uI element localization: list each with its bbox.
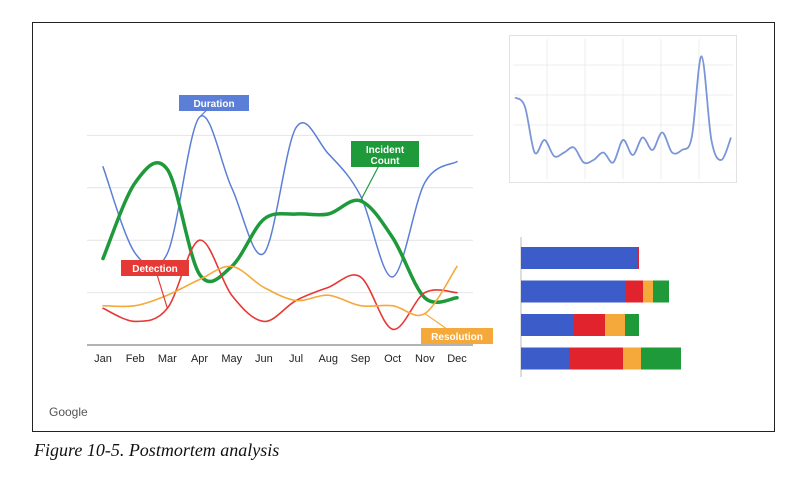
bar-segment-orange <box>623 347 641 370</box>
bar-segment-blue <box>521 347 569 370</box>
sparkline-line <box>514 55 732 165</box>
x-tick-label: Oct <box>384 353 401 365</box>
x-tick-label: Aug <box>318 353 338 365</box>
stacked-bar-chart <box>520 237 681 377</box>
figure-frame: Jan Feb Mar Apr May Jun Jul Aug Sep Oct Nov Dec Dura… <box>32 22 775 432</box>
x-tick-label: Sep <box>351 353 371 365</box>
resolution-callout-label: Resolution <box>431 332 483 343</box>
series-line <box>102 115 458 278</box>
x-tick-label: Feb <box>126 353 145 365</box>
duration-callout-label-bg <box>179 95 249 111</box>
detection-callout-label: Detection <box>132 264 178 275</box>
incident-count-callout-label-bg <box>351 141 419 167</box>
x-tick-label: Jan <box>94 353 112 365</box>
x-tick-label: Mar <box>158 353 177 365</box>
resolution-callout-label-bg <box>421 328 493 344</box>
x-tick-label: May <box>221 353 242 365</box>
bar-segment-green <box>641 347 681 370</box>
x-tick-label: Jul <box>289 353 303 365</box>
detection-callout-label-bg <box>121 260 189 276</box>
bar-segment-blue <box>521 314 573 336</box>
bar-segment-green <box>625 314 639 336</box>
x-tick-label: Jun <box>255 353 273 365</box>
incident-count-callout-label: Count <box>371 156 401 167</box>
bar-segment-green <box>653 280 669 303</box>
brand-label: Google <box>49 405 88 419</box>
series-line <box>101 161 459 304</box>
series-line <box>102 239 458 331</box>
bar-segment-orange <box>605 314 625 336</box>
bar-segment-blue <box>521 280 625 303</box>
bar-segment-red <box>573 314 605 336</box>
bar-segment-red <box>569 347 623 370</box>
series-line <box>102 265 458 317</box>
main-line-chart: Jan Feb Mar Apr May Jun Jul Aug Sep Oct Nov Dec Dura… <box>87 95 493 365</box>
bar-segment-red <box>625 280 643 303</box>
x-tick-label: Nov <box>415 353 435 365</box>
figure-caption: Figure 10-5. Postmortem analysis <box>34 440 280 460</box>
bar-segment-blue <box>521 247 637 269</box>
bar-segment-red <box>637 247 639 269</box>
duration-callout-label: Duration <box>193 99 234 110</box>
bar-segment-orange <box>643 280 653 303</box>
x-tick-label: Apr <box>191 353 208 365</box>
incident-count-callout-label: Incident <box>366 145 405 156</box>
sparkline-chart <box>509 35 737 183</box>
x-tick-label: Dec <box>447 353 467 365</box>
